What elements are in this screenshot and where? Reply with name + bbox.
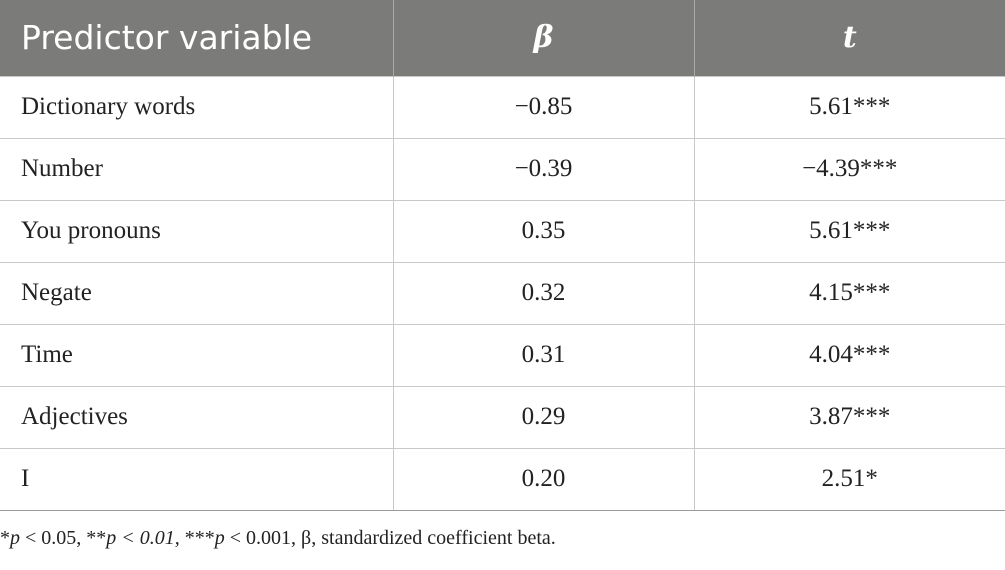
cell-variable: Dictionary words [0, 75, 394, 139]
cell-beta: 0.31 [392, 323, 695, 387]
footnote-threshold-2: p < 0.01, [106, 527, 185, 549]
header-t: t [693, 0, 1005, 76]
footnote-p-1: p [10, 527, 20, 549]
cell-beta: 0.35 [392, 199, 695, 263]
cell-beta: 0.20 [392, 447, 695, 511]
table-header: Predictor variable β t [0, 0, 1005, 76]
cell-beta: −0.85 [392, 75, 695, 139]
header-row: Predictor variable β t [0, 0, 1005, 76]
cell-variable: I [0, 447, 394, 511]
table-row: I 0.20 2.51* [0, 447, 1005, 511]
cell-t: 4.04*** [693, 323, 1005, 387]
cell-t: 2.51* [693, 447, 1005, 511]
cell-beta: 0.29 [392, 385, 695, 449]
table-row: Number −0.39 −4.39*** [0, 137, 1005, 201]
cell-variable: You pronouns [0, 199, 394, 263]
cell-t: 5.61*** [693, 199, 1005, 263]
table-row: Time 0.31 4.04*** [0, 323, 1005, 387]
table-row: Adjectives 0.29 3.87*** [0, 385, 1005, 449]
table-row: Dictionary words −0.85 5.61*** [0, 75, 1005, 139]
header-beta: β [392, 0, 694, 76]
cell-variable: Adjectives [0, 385, 394, 449]
footnote-threshold-3: < 0.001, β, standardized coefficient bet… [224, 527, 556, 549]
footnote-star-3: *** [184, 527, 215, 549]
cell-beta: 0.32 [392, 261, 695, 325]
regression-table: Predictor variable β t Dictionary words … [0, 0, 1005, 511]
table-row: You pronouns 0.35 5.61*** [0, 199, 1005, 263]
header-predictor-variable: Predictor variable [21, 18, 313, 58]
cell-t: 5.61*** [693, 75, 1005, 139]
cell-t: −4.39*** [693, 137, 1005, 201]
table-footnote: *p < 0.05, **p < 0.01, ***p < 0.001, β, … [0, 527, 1005, 550]
footnote-star-2: ** [86, 527, 107, 549]
cell-variable: Number [0, 137, 394, 201]
regression-table-container: Predictor variable β t Dictionary words … [0, 0, 1005, 511]
cell-beta: −0.39 [392, 137, 695, 201]
footnote-p-3: p [214, 527, 225, 549]
cell-t: 4.15*** [693, 261, 1005, 325]
table-row: Negate 0.32 4.15*** [0, 261, 1005, 325]
table-body: Dictionary words −0.85 5.61*** Number −0… [0, 75, 1005, 511]
footnote-threshold-1: < 0.05, [20, 527, 87, 549]
footnote-star-1: * [0, 527, 10, 549]
cell-variable: Time [0, 323, 394, 387]
cell-variable: Negate [0, 261, 394, 325]
cell-t: 3.87*** [693, 385, 1005, 449]
